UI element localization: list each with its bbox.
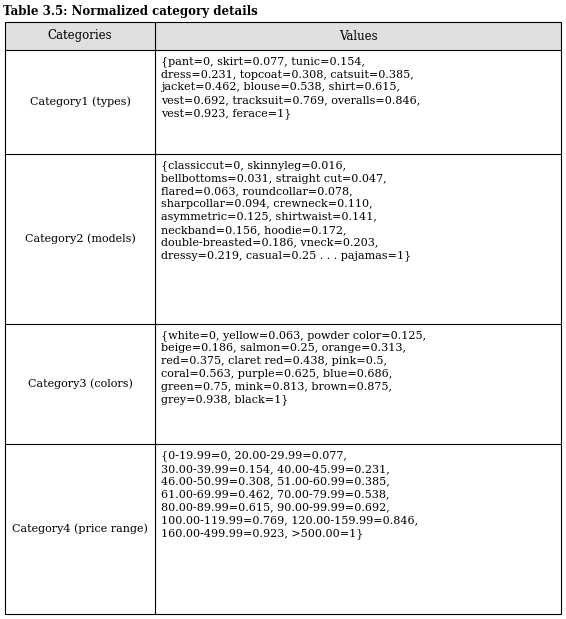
Text: {0-19.99=0, 20.00-29.99=0.077,
30.00-39.99=0.154, 40.00-45.99=0.231,
46.00-50.99: {0-19.99=0, 20.00-29.99=0.077, 30.00-39.… xyxy=(161,450,418,539)
Text: Category3 (colors): Category3 (colors) xyxy=(28,379,132,389)
Text: {classiccut=0, skinnyleg=0.016,
bellbottoms=0.031, straight cut=0.047,
flared=0.: {classiccut=0, skinnyleg=0.016, bellbott… xyxy=(161,160,411,261)
Text: {white=0, yellow=0.063, powder color=0.125,
beige=0.186, salmon=0.25, orange=0.3: {white=0, yellow=0.063, powder color=0.1… xyxy=(161,330,426,405)
Text: {pant=0, skirt=0.077, tunic=0.154,
dress=0.231, topcoat=0.308, catsuit=0.385,
ja: {pant=0, skirt=0.077, tunic=0.154, dress… xyxy=(161,56,421,119)
Text: Values: Values xyxy=(338,30,378,43)
Text: Categories: Categories xyxy=(48,30,113,43)
Bar xyxy=(5,22,561,50)
Text: Category2 (models): Category2 (models) xyxy=(25,233,135,244)
Text: Category1 (types): Category1 (types) xyxy=(29,97,131,107)
Text: Category4 (price range): Category4 (price range) xyxy=(12,524,148,534)
Text: Table 3.5: Normalized category details: Table 3.5: Normalized category details xyxy=(3,5,258,18)
